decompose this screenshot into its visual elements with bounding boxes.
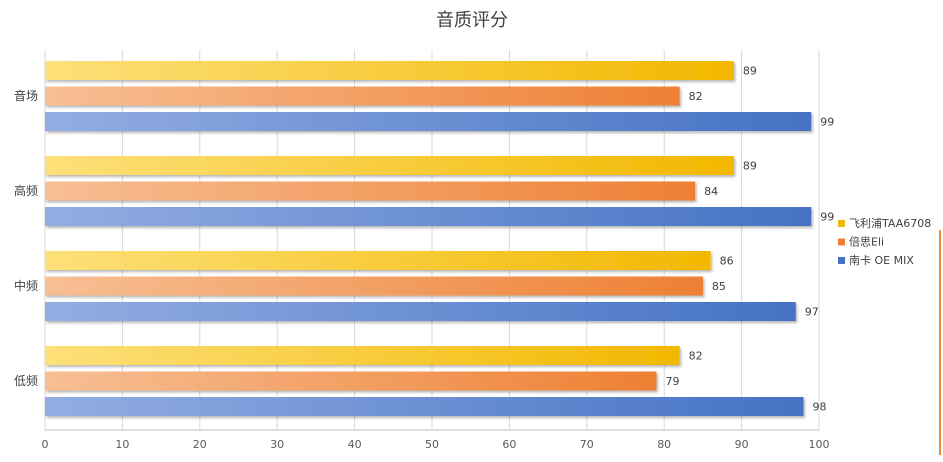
x-tick-label: 100 [809,438,830,451]
bar [45,86,680,106]
chart-title: 音质评分 [436,10,508,31]
data-label: 89 [743,160,757,173]
bar [45,276,703,296]
legend-swatch [838,238,845,246]
x-tick-label: 60 [502,438,516,451]
x-tick-label: 70 [580,438,594,451]
data-label: 98 [813,401,827,414]
category-label: 低频 [14,374,38,388]
bar [45,181,696,201]
data-label: 86 [720,255,734,268]
data-label: 99 [820,211,834,224]
category-label: 中频 [14,278,38,293]
x-tick-label: 20 [193,438,207,451]
bar [45,61,734,80]
legend-label: 倍思Eli [849,235,884,249]
bar [45,397,804,416]
data-label: 79 [665,375,679,388]
data-label: 82 [689,90,703,103]
data-label: 99 [820,116,834,129]
x-tick-label: 50 [425,438,439,451]
bar [45,371,657,391]
x-tick-label: 40 [348,438,362,451]
category-label: 高频 [14,183,38,198]
data-label: 84 [704,185,718,198]
x-tick-label: 80 [657,438,671,451]
legend-label: 飞利浦TAA6708 [849,217,931,230]
x-tick-label: 10 [115,438,129,451]
labels: 0 10 20 30 40 50 60 70 80 90 100 音场 89 82 99 高频 89 84 99 中频… [14,65,834,452]
data-label: 97 [805,306,819,319]
data-label: 85 [712,280,726,293]
legend-swatch [838,220,845,227]
bar [45,302,796,321]
bar [45,112,812,131]
bar [45,251,711,270]
data-label: 82 [689,350,703,363]
x-tick-label: 0 [42,438,49,451]
window-edge-line [939,230,941,455]
legend-label: 南卡 OE MIX [849,254,914,267]
bars [45,61,812,416]
data-label: 89 [743,65,757,78]
x-tick-label: 30 [270,438,284,451]
bar [45,207,812,226]
legend-swatch [838,257,845,264]
category-label: 音场 [14,88,38,103]
x-tick-label: 90 [735,438,749,451]
legend: 飞利浦TAA6708 倍思Eli 南卡 OE MIX [838,217,931,267]
bar [45,156,734,175]
bar [45,346,680,365]
